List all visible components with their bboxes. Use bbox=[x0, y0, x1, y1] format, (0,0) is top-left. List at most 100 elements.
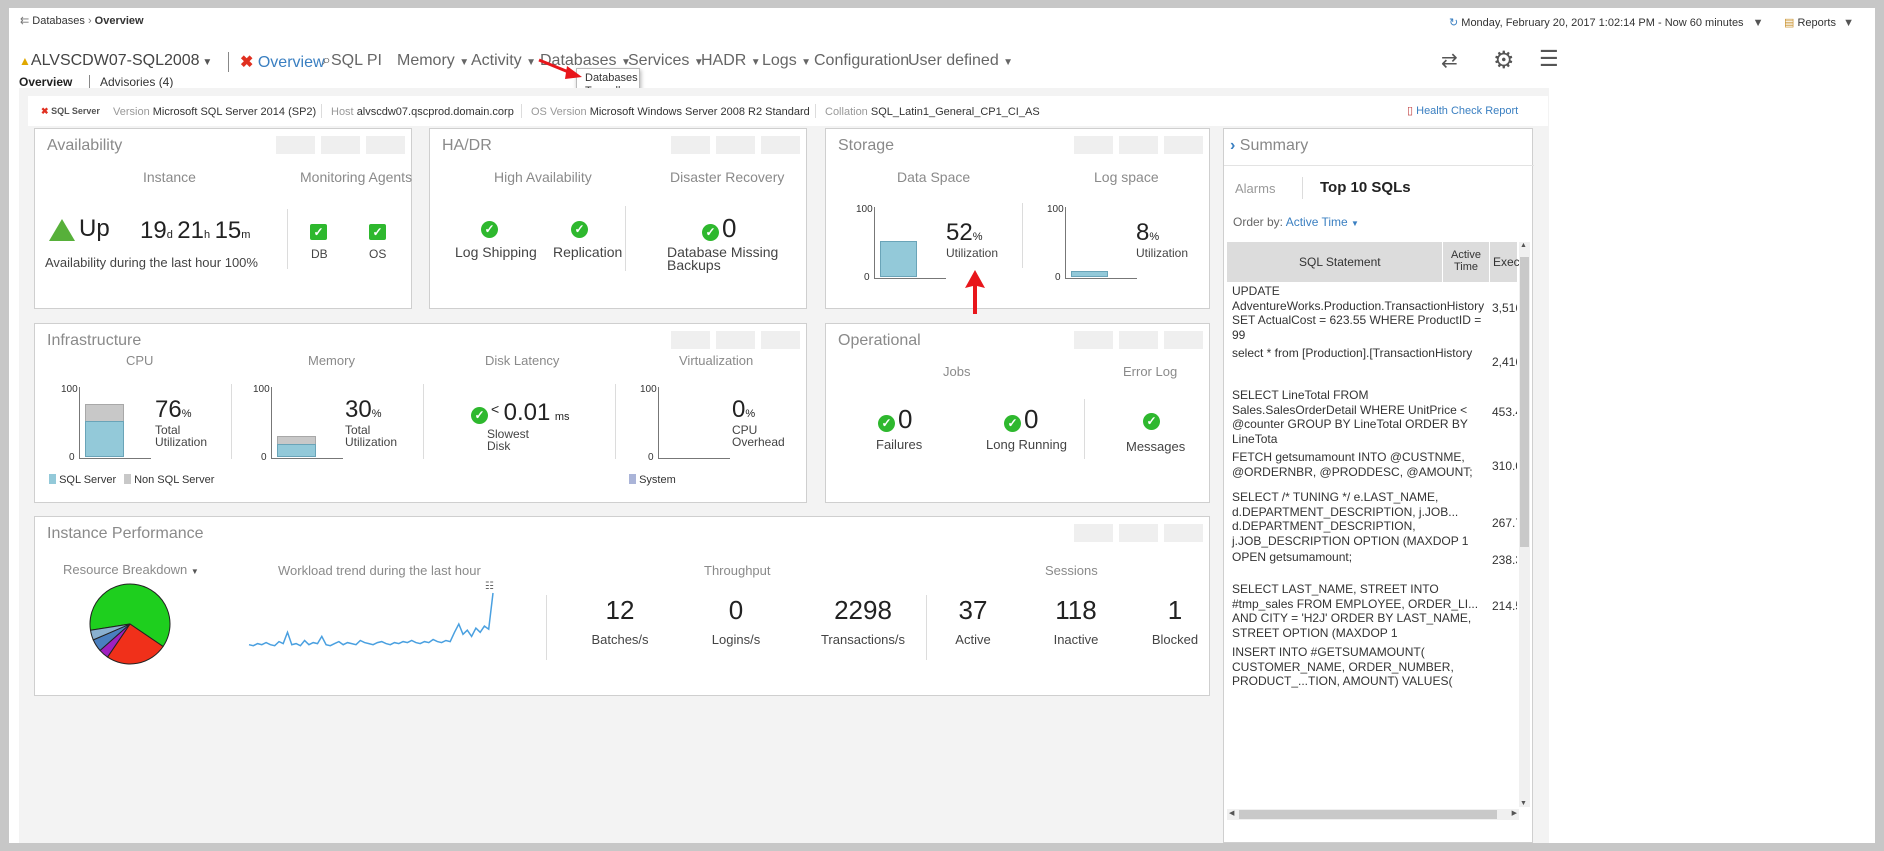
host-value: alvscdw07.qscprod.domain.corp bbox=[356, 106, 514, 118]
app-window: ⇇ Databases › Overview ↻ Monday, Februar… bbox=[9, 8, 1875, 843]
panel-button[interactable] bbox=[1119, 524, 1158, 542]
jobs-label: Jobs bbox=[943, 364, 971, 379]
missing-backups-label-2: Backups bbox=[667, 257, 721, 273]
failures-label: Failures bbox=[876, 437, 923, 452]
order-by-select[interactable]: Active Time bbox=[1285, 215, 1348, 229]
virt-value: 0% bbox=[732, 396, 755, 424]
up-triangle-icon bbox=[49, 219, 75, 241]
panel-button[interactable] bbox=[1164, 136, 1203, 154]
col-execution[interactable]: Execu bbox=[1493, 255, 1527, 269]
dropdown-item-databases[interactable]: Databases bbox=[585, 72, 638, 84]
version-value: Microsoft SQL Server 2014 (SP2) bbox=[152, 106, 317, 118]
blocked-value: 1 bbox=[1167, 595, 1183, 625]
hscrollbar-thumb[interactable] bbox=[1239, 810, 1497, 819]
tab-alarms[interactable]: Alarms bbox=[1235, 181, 1276, 196]
menu-overview[interactable]: ✖ Overview bbox=[240, 52, 325, 72]
gear-icon[interactable]: ⚙ bbox=[1493, 47, 1515, 74]
time-range-selector[interactable]: ↻ Monday, February 20, 2017 1:02:14 PM -… bbox=[1449, 16, 1764, 29]
horizontal-scrollbar[interactable]: ◀ ▶ bbox=[1227, 809, 1519, 820]
legend-system: System bbox=[629, 474, 676, 486]
panel-button[interactable] bbox=[366, 136, 405, 154]
menu-configuration[interactable]: Configuration bbox=[814, 52, 909, 70]
menu-memory-label: Memory bbox=[397, 52, 455, 69]
menu-databases[interactable]: Databases ▼ bbox=[540, 52, 631, 70]
health-check-link[interactable]: ▯ Health Check Report bbox=[1407, 104, 1518, 117]
menu-hadr-label: HADR bbox=[701, 52, 747, 69]
pie-slice bbox=[89, 583, 171, 648]
mem-sql-bar bbox=[277, 444, 316, 457]
panel-buttons bbox=[1074, 524, 1203, 542]
scroll-down-icon[interactable]: ▼ bbox=[1520, 800, 1527, 807]
panel-button[interactable] bbox=[1119, 331, 1158, 349]
panel-buttons bbox=[1074, 136, 1203, 154]
instance-performance-title: Instance Performance bbox=[47, 525, 204, 542]
panel-button[interactable] bbox=[716, 136, 755, 154]
resource-breakdown-select[interactable]: Resource Breakdown ▼ bbox=[63, 562, 199, 577]
tab-overview[interactable]: Overview bbox=[19, 75, 73, 89]
virtualization-label: Virtualization bbox=[679, 353, 754, 368]
panel-button[interactable] bbox=[1074, 136, 1113, 154]
virt-axis-min: 0 bbox=[648, 452, 654, 463]
data-space-label: Data Space bbox=[897, 169, 971, 185]
data-axis-max: 100 bbox=[856, 204, 873, 215]
panel-button[interactable] bbox=[1074, 331, 1113, 349]
annotation-arrow-icon bbox=[538, 58, 582, 79]
transactions-metric: 2298 Transactions/s bbox=[801, 595, 925, 647]
panel-button[interactable] bbox=[1164, 331, 1203, 349]
breadcrumb-databases[interactable]: Databases bbox=[32, 15, 85, 27]
menu-user-defined[interactable]: User defined ▼ bbox=[908, 52, 1013, 70]
menu-memory[interactable]: Memory ▼ bbox=[397, 52, 469, 70]
menu-services[interactable]: Services ▼ bbox=[628, 52, 704, 70]
caret-down-icon: ▼ bbox=[1351, 219, 1359, 228]
tab-advisories[interactable]: Advisories (4) bbox=[100, 75, 174, 89]
scrollbar-thumb[interactable] bbox=[1520, 257, 1529, 547]
reports-label: Reports bbox=[1797, 17, 1836, 29]
panel-button[interactable] bbox=[321, 136, 360, 154]
virt-cpu: CPU bbox=[732, 423, 758, 437]
menu-activity[interactable]: Activity ▼ bbox=[471, 52, 536, 70]
menu-logs[interactable]: Logs ▼ bbox=[762, 52, 811, 70]
availability-title: Availability bbox=[47, 137, 123, 154]
uptime-m: m bbox=[241, 229, 251, 241]
scroll-right-icon[interactable]: ▶ bbox=[1511, 810, 1517, 817]
availability-last-hour: Availability during the last hour 100% bbox=[45, 255, 258, 270]
data-space-bar bbox=[880, 241, 917, 277]
vertical-scrollbar[interactable]: ▲ ▼ bbox=[1519, 242, 1530, 807]
panel-button[interactable] bbox=[1164, 524, 1203, 542]
disk-latency-value: < 0.01 ms bbox=[491, 399, 569, 427]
virt-axis-y bbox=[658, 387, 659, 459]
chevron-right-icon: › bbox=[1230, 137, 1236, 154]
log-space-value: 8% bbox=[1136, 219, 1159, 247]
reports-button[interactable]: ▤ Reports ▼ bbox=[1784, 16, 1854, 29]
scroll-up-icon[interactable]: ▲ bbox=[1520, 242, 1527, 249]
refresh-icon[interactable]: ⇄ bbox=[1441, 50, 1458, 72]
server-selector[interactable]: ▲ALVSCDW07-SQL2008 ▼ bbox=[19, 52, 212, 70]
scroll-left-icon[interactable]: ◀ bbox=[1229, 810, 1235, 817]
panel-button[interactable] bbox=[761, 136, 800, 154]
os-agent-label: OS bbox=[369, 247, 387, 261]
menu-hadr[interactable]: HADR ▼ bbox=[701, 52, 761, 70]
panel-button[interactable] bbox=[276, 136, 315, 154]
chart-menu-icon[interactable]: ☷ bbox=[485, 581, 494, 592]
legend-sql-label: SQL Server bbox=[59, 474, 117, 486]
col-sql-statement[interactable]: SQL Statement bbox=[1299, 255, 1381, 269]
panel-button[interactable] bbox=[671, 136, 710, 154]
uptime: 19d 21h 15m bbox=[140, 217, 250, 245]
replication-check-icon: ✓ bbox=[571, 220, 588, 238]
host-info: Host alvscdw07.qscprod.domain.corp bbox=[331, 106, 514, 118]
panel-button[interactable] bbox=[1119, 136, 1158, 154]
tab-top-10-sqls[interactable]: Top 10 SQLs bbox=[1320, 179, 1411, 196]
menu-sql-pi[interactable]: ⌕SQL PI bbox=[322, 52, 382, 70]
mem-pct: % bbox=[371, 408, 382, 420]
summary-header[interactable]: › Summary bbox=[1230, 137, 1308, 155]
panel-button[interactable] bbox=[761, 331, 800, 349]
panel-button[interactable] bbox=[1074, 524, 1113, 542]
missing-backups-value: 0 bbox=[722, 213, 737, 243]
hamburger-menu-icon[interactable]: ☰ bbox=[1539, 46, 1559, 71]
col-active-time[interactable]: Active Time bbox=[1451, 249, 1481, 273]
panel-button[interactable] bbox=[671, 331, 710, 349]
throughput-label: Throughput bbox=[704, 563, 771, 578]
panel-button[interactable] bbox=[716, 331, 755, 349]
disk-lt: < bbox=[491, 401, 500, 417]
data-space-value: 52% bbox=[946, 219, 982, 247]
